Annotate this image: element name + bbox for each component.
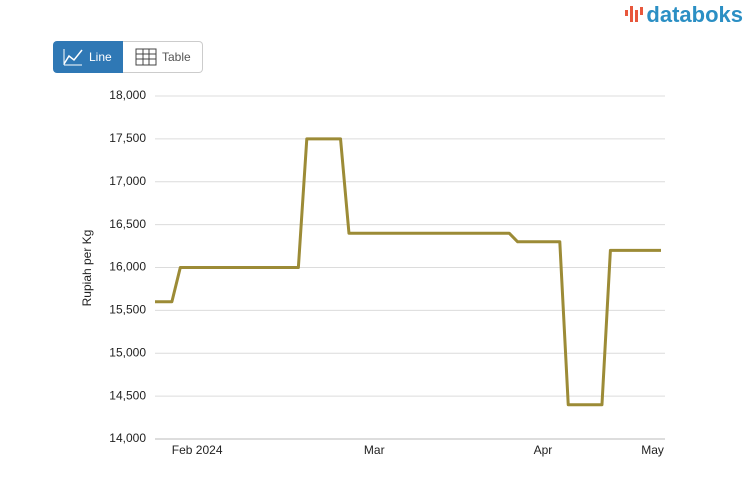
y-tick-label: 16,500 [109, 217, 146, 231]
y-tick-label: 17,500 [109, 131, 146, 145]
x-tick-label: May [641, 443, 664, 457]
x-tick-label: Feb 2024 [172, 443, 223, 457]
logo-icon [625, 6, 644, 22]
y-tick-label: 18,000 [109, 88, 146, 102]
data-line [155, 137, 661, 407]
logo: databoks [624, 2, 743, 28]
y-tick-label: 14,500 [109, 388, 146, 402]
y-tick-label: 14,000 [109, 431, 146, 445]
line-button[interactable]: Line [53, 41, 123, 73]
logo-text: databoks [646, 2, 743, 27]
table-icon [135, 48, 157, 66]
y-axis-label: Rupiah per Kg [80, 230, 94, 307]
x-tick-label: Mar [364, 443, 385, 457]
line-icon [63, 49, 83, 66]
x-tick-label: Apr [534, 443, 553, 457]
table-button[interactable]: Table [123, 41, 203, 73]
y-tick-label: 15,500 [109, 303, 146, 317]
button-label: Line [89, 50, 112, 64]
y-tick-label: 17,000 [109, 174, 146, 188]
button-label: Table [162, 50, 191, 64]
y-tick-label: 15,000 [109, 345, 146, 359]
y-tick-label: 16,000 [109, 260, 146, 274]
